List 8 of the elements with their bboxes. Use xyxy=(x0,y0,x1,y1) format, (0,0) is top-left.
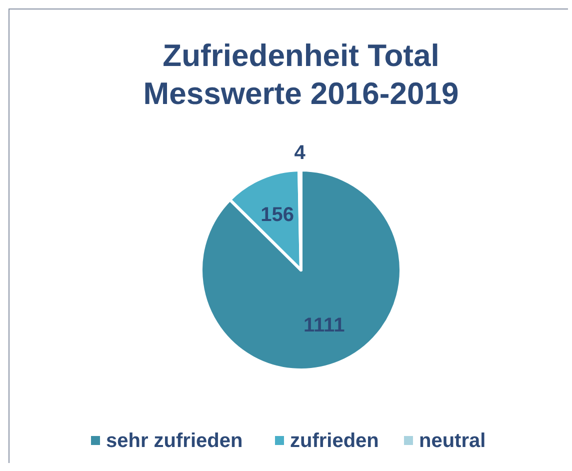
legend-label: zufrieden xyxy=(290,430,379,452)
legend-label: sehr zufrieden xyxy=(106,430,243,452)
pie-slice xyxy=(200,168,402,372)
data-label: 4 xyxy=(294,142,306,164)
data-label: 156 xyxy=(260,204,294,226)
legend-label: neutral xyxy=(419,430,486,452)
data-label: 1111 xyxy=(304,314,345,336)
chart-title: Zufriedenheit Total Messwerte 2016-2019 xyxy=(143,38,459,111)
